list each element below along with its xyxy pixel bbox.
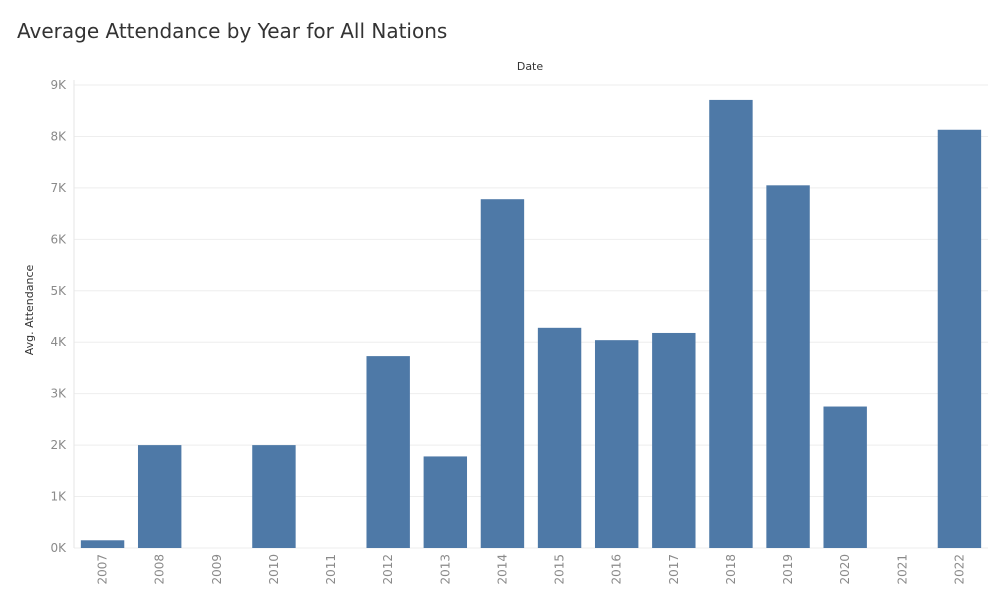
x-tick-label: 2013 <box>438 554 452 585</box>
x-tick-label: 2018 <box>724 554 738 585</box>
y-tick-label: 0K <box>50 541 67 555</box>
bar-2014 <box>480 199 525 548</box>
bar-2013 <box>423 456 468 548</box>
bar-2007 <box>80 540 125 548</box>
x-tick-label: 2009 <box>210 554 224 585</box>
x-tick-label: 2022 <box>952 554 966 585</box>
y-tick-label: 8K <box>50 129 67 143</box>
y-tick-label: 5K <box>50 284 67 298</box>
x-tick-label: 2016 <box>610 554 624 585</box>
y-tick-label: 4K <box>50 335 67 349</box>
x-tick-label: 2020 <box>838 554 852 585</box>
y-tick-label: 9K <box>50 78 67 92</box>
y-tick-label: 6K <box>50 232 67 246</box>
y-tick-label: 3K <box>50 387 67 401</box>
x-axis-ticks: 2007 2008 2009 2010 2011 2012 2013 2014 2015 2016… <box>96 554 967 585</box>
bar-2008 <box>137 445 182 548</box>
y-tick-label: 7K <box>50 181 67 195</box>
x-tick-label: 2017 <box>667 554 681 585</box>
bar-2010 <box>252 445 296 548</box>
x-tick-label: 2010 <box>267 554 281 585</box>
x-tick-label: 2019 <box>781 554 795 585</box>
x-tick-label: 2012 <box>381 554 395 585</box>
y-axis-ticks: 0K 1K 2K 3K 4K 5K 6K 7K 8K 9K <box>50 78 67 555</box>
y-tick-label: 1K <box>50 490 67 504</box>
bar-2018 <box>709 99 753 549</box>
bar-2015 <box>537 327 582 548</box>
bar-2022 <box>937 129 982 549</box>
bar-2020 <box>823 406 867 548</box>
chart-title: Average Attendance by Year for All Natio… <box>17 19 448 43</box>
y-tick-label: 2K <box>50 438 67 452</box>
bar-2017 <box>652 332 696 548</box>
x-tick-label: 2011 <box>324 554 338 585</box>
bar-2019 <box>766 185 810 549</box>
bars <box>80 99 982 549</box>
gridlines <box>73 80 988 549</box>
x-tick-label: 2007 <box>96 554 110 585</box>
x-tick-label: 2014 <box>495 554 509 585</box>
bar-2016 <box>594 340 639 548</box>
bar-2012 <box>366 356 410 548</box>
x-tick-label: 2008 <box>153 554 167 585</box>
x-tick-label: 2021 <box>895 554 909 585</box>
y-axis-title: Avg. Attendance <box>23 264 36 355</box>
x-tick-label: 2015 <box>553 554 567 585</box>
x-axis-title: Date <box>517 60 544 73</box>
